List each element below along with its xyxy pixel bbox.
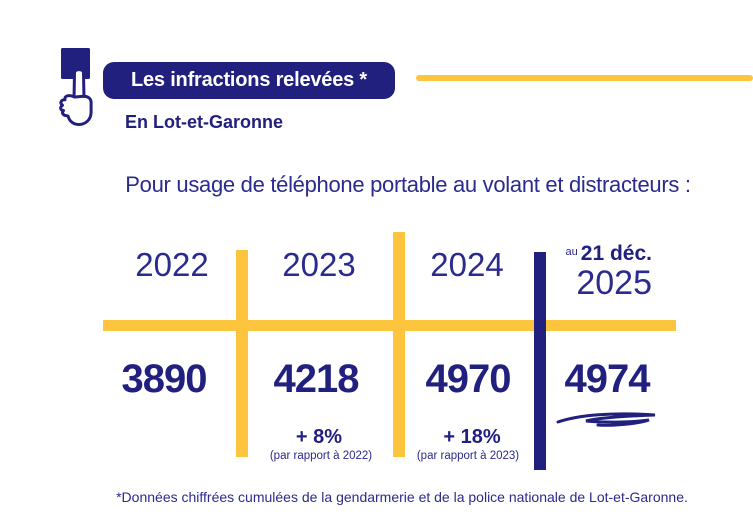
footnote: *Données chiffrées cumulées de la gendar… [116,489,688,505]
hand-holding-card-icon [59,48,93,126]
delta-2024: + 18% [443,426,501,448]
separator-2022-2023 [236,250,248,457]
year-2025-prefix: au [565,246,578,258]
underline-swoosh-icon [556,412,656,427]
delta-note-2023: (par rapport à 2022) [269,450,373,462]
year-label-2022: 2022 [135,246,209,283]
value-2022: 3890 [121,357,208,401]
header-rule [416,75,753,81]
section-badge-label: Les infractions relevées * [130,69,368,91]
value-2025: 4974 [564,357,651,401]
separator-2024-2025 [534,252,546,470]
section-badge: Les infractions relevées * [103,62,395,99]
value-2024: 4970 [425,357,512,401]
chart-title: Pour usage de téléphone portable au vola… [125,172,691,197]
year-label-2024: 2024 [430,246,504,283]
year-label-2023: 2023 [282,246,356,283]
year-2025-year: 2025 [576,264,652,302]
year-2025-topline: au 21 déc. [546,243,652,264]
separator-2023-2024 [393,232,405,457]
timeline-axis [103,320,676,331]
delta-note-2024: (par rapport à 2023) [416,450,520,462]
value-2023: 4218 [273,357,360,401]
delta-2023: + 8% [295,426,343,448]
year-2025-date: 21 déc. [580,242,652,265]
year-label-2025: au 21 déc. 2025 [546,243,652,300]
subtitle: En Lot-et-Garonne [125,112,283,132]
